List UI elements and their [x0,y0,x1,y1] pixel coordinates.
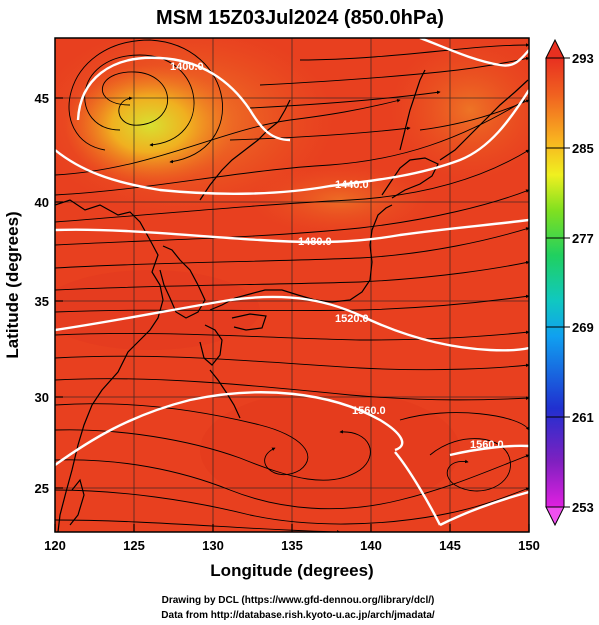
colorbar-tick-label: 253 [572,500,594,515]
coast-sakhalin [399,69,426,151]
height-contours [55,38,529,527]
x-tick-label: 120 [44,538,66,553]
coast-kurils [439,79,529,161]
contour-label: 1520.0 [335,313,369,325]
contour-label: 1560.0 [470,439,504,451]
contour-1480 [55,218,529,244]
x-tick-label: 140 [360,538,382,553]
x-tick-label: 125 [123,538,145,553]
y-axis-label: Latitude (degrees) [3,211,22,358]
colorbar-max-arrow [545,38,565,59]
colorbar-tick-label: 269 [572,320,594,335]
x-tick-label: 150 [518,538,540,553]
y-axis-ticks [55,97,63,489]
contour-1560a [55,391,404,466]
x-tick-label: 130 [202,538,224,553]
colorbar-min-arrow [545,506,565,527]
colorbar-tick-label: 277 [572,231,594,246]
wind-streamlines [55,39,529,532]
contour-1400 [76,56,291,142]
x-axis-label: Longitude (degrees) [210,561,373,580]
contour-1560b [394,444,529,527]
colorbar: 293 285 277 269 261 253 [545,38,594,527]
y-tick-labels: 25 30 35 40 45 [35,91,49,496]
credit-drawing: Drawing by DCL (https://www.gfd-dennou.o… [162,595,435,606]
cool-band-south [200,390,460,510]
contour-label: 1480.0 [298,236,332,248]
contour-label: 1400.0 [170,61,204,73]
contour-1440 [55,89,529,195]
contour-label: 1560.0 [352,405,386,417]
colorbar-tick-label: 293 [572,51,594,66]
y-tick-label: 40 [35,195,49,210]
chart-title: MSM 15Z03Jul2024 (850.0hPa) [156,7,444,29]
y-tick-label: 45 [35,91,49,106]
contour-label: 1440.0 [335,179,369,191]
warm-region-ne [390,40,529,180]
grid-lines [55,38,529,532]
colorbar-scale [545,57,565,508]
y-tick-label: 30 [35,390,49,405]
coast-honshu [209,204,393,311]
colorbar-tick-label: 261 [572,410,594,425]
plot-area: 1400.0 1440.0 1480.0 1520.0 1560.0 1560.… [55,38,529,532]
x-tick-labels: 120 125 130 135 140 145 150 [44,538,540,553]
y-tick-label: 25 [35,481,49,496]
contour-1520 [55,295,529,352]
coast-shikoku [231,313,267,331]
contour-labels: 1400.0 1440.0 1480.0 1520.0 1560.0 1560.… [170,61,504,451]
coast-hokkaido [381,157,439,199]
coast-taiwan [69,478,85,526]
y-tick-label: 35 [35,294,49,309]
credit-data: Data from http://database.rish.kyoto-u.a… [161,610,435,621]
contour-top-right [419,38,529,67]
x-tick-label: 135 [281,538,303,553]
colorbar-tick-label: 285 [572,141,594,156]
coast-ryukyu [209,369,241,419]
warm-band [250,165,430,235]
coast-asia-mainland [55,199,164,532]
x-axis-ticks [54,524,530,532]
x-tick-label: 145 [439,538,461,553]
